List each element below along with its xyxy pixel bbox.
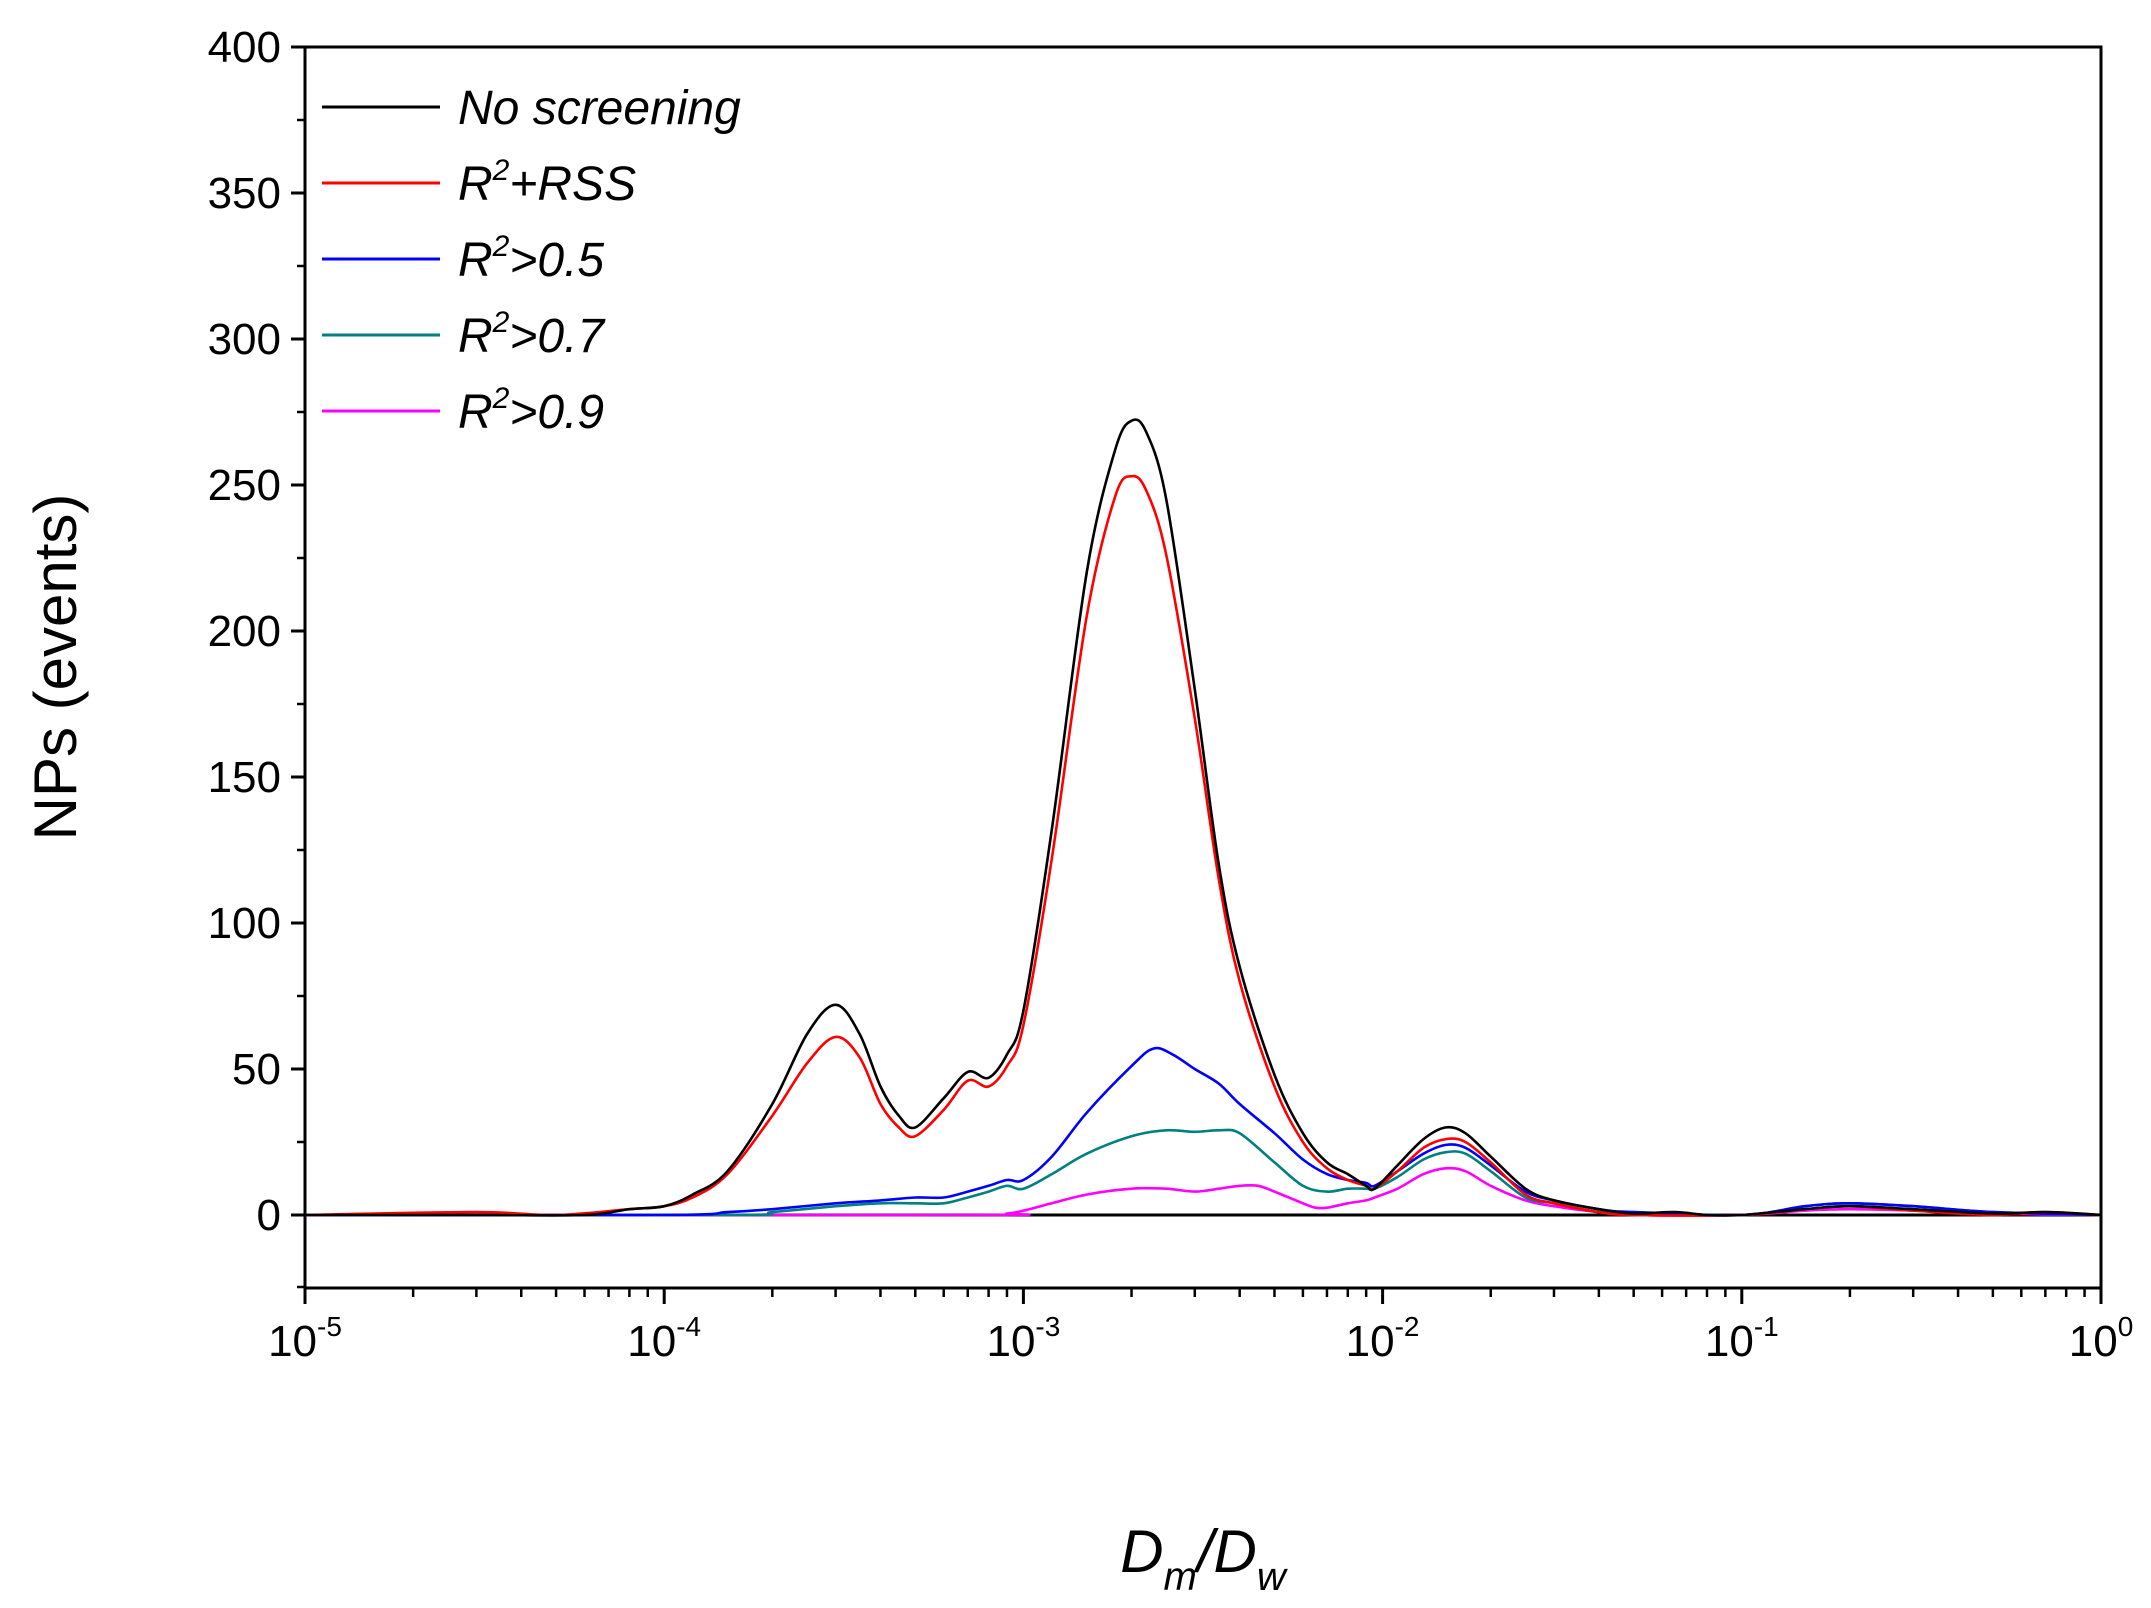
x-tick-label: 100 — [2069, 1311, 2134, 1366]
plot-area-border — [303, 45, 2103, 1290]
series-group — [304, 418, 2102, 1217]
series-line-r2-rss — [304, 474, 2102, 1217]
legend-label: R2>0.9 — [458, 382, 604, 439]
y-axis-title: NPs (events) — [22, 494, 89, 841]
legend-label: R2+RSS — [458, 154, 636, 211]
series-line-r2-0-9 — [304, 1166, 2102, 1217]
series-line-r2-0-7 — [304, 1128, 2102, 1217]
y-tick-label: 250 — [208, 461, 281, 510]
y-tick-label: 200 — [208, 607, 281, 656]
y-tick-label: 0 — [257, 1191, 281, 1240]
x-title-sub2: w — [1257, 1555, 1289, 1599]
plot-frame — [303, 45, 2103, 1290]
x-axis: 10-5 10-4 10-3 10-2 10-1 100 — [268, 1288, 2133, 1366]
series-line-no-screening — [305, 418, 2102, 1217]
x-axis-title: Dm/Dw — [1120, 1518, 1289, 1599]
y-tick-label: 150 — [208, 753, 281, 802]
x-tick-label: 10-1 — [1705, 1311, 1779, 1366]
legend: No screening R2+RSS R2>0.5 R2>0.7 R2>0.9 — [322, 82, 741, 439]
y-tick-label: 100 — [208, 899, 281, 948]
x-tick-label: 10-3 — [986, 1311, 1060, 1366]
y-tick-label: 300 — [208, 315, 281, 364]
x-title-main: D — [1120, 1518, 1163, 1585]
x-title-main2: D — [1214, 1518, 1257, 1585]
x-title-sub1: m — [1164, 1555, 1197, 1599]
y-tick-label: 350 — [208, 169, 281, 218]
x-tick-label: 10-2 — [1346, 1311, 1420, 1366]
y-tick-label: 400 — [208, 23, 281, 72]
y-axis: 0 50 100 150 200 250 300 350 400 — [208, 23, 305, 1289]
x-tick-label: 10-4 — [627, 1311, 701, 1366]
legend-label: R2>0.5 — [458, 230, 604, 287]
x-tick-label: 10-5 — [268, 1311, 342, 1366]
legend-label: R2>0.7 — [458, 306, 606, 363]
legend-label: No screening — [458, 82, 741, 135]
y-tick-label: 50 — [232, 1045, 281, 1094]
